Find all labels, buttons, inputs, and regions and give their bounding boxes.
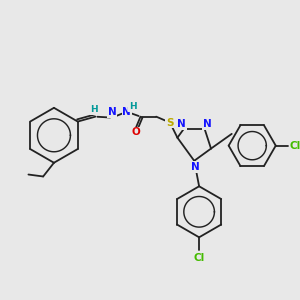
- Text: N: N: [122, 107, 131, 117]
- Text: Cl: Cl: [290, 141, 300, 151]
- Text: S: S: [166, 118, 174, 128]
- Text: N: N: [108, 107, 116, 117]
- Text: N: N: [178, 119, 186, 129]
- Text: H: H: [91, 105, 98, 114]
- Text: O: O: [131, 127, 140, 137]
- Text: Cl: Cl: [194, 253, 205, 263]
- Text: N: N: [191, 162, 200, 172]
- Text: N: N: [203, 119, 212, 129]
- Text: H: H: [129, 102, 136, 111]
